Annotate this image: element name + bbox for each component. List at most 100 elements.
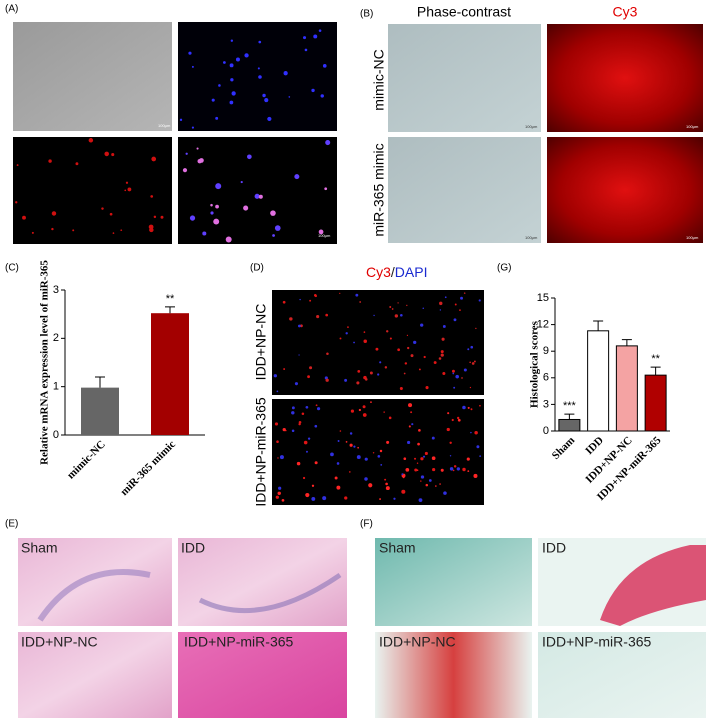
cell — [307, 375, 310, 379]
x-tick-label: IDD — [583, 434, 606, 457]
cell — [244, 53, 249, 58]
bar — [615, 345, 638, 432]
cell — [316, 315, 320, 319]
cell — [213, 218, 220, 225]
image — [18, 632, 172, 718]
cell — [435, 485, 437, 487]
cell — [364, 378, 368, 381]
error-bar — [165, 306, 175, 314]
cell — [473, 360, 476, 363]
cell — [379, 498, 381, 500]
cell — [357, 446, 359, 449]
cell — [125, 181, 129, 184]
image-label: IDD — [542, 540, 566, 556]
cell — [306, 450, 308, 453]
cell — [296, 461, 301, 466]
cell — [345, 440, 348, 443]
image — [547, 137, 703, 243]
cell — [462, 467, 466, 472]
cell — [428, 479, 432, 482]
cell — [298, 354, 300, 356]
cell — [325, 313, 329, 317]
error-bar — [650, 366, 661, 376]
cell — [264, 98, 269, 103]
cell — [462, 405, 466, 410]
cell — [405, 467, 410, 472]
cell — [359, 301, 362, 303]
cell — [394, 314, 399, 318]
title-part: Cy3/DAPI — [366, 264, 427, 280]
panel-label: (E) — [5, 519, 18, 530]
cell — [196, 147, 199, 150]
cell — [274, 422, 279, 426]
cell — [267, 116, 272, 122]
cell — [461, 377, 463, 379]
cell — [407, 346, 410, 350]
cell — [345, 332, 348, 335]
panel-label: (F) — [360, 519, 373, 530]
cell — [356, 381, 360, 385]
image-label: IDD+NP-NC — [21, 634, 98, 650]
cell — [336, 462, 340, 465]
cell — [325, 378, 329, 382]
cell — [347, 326, 349, 328]
cell — [440, 353, 444, 357]
cell — [449, 467, 454, 471]
cell — [322, 64, 327, 68]
cell — [291, 406, 295, 410]
cell — [277, 491, 281, 495]
cell — [476, 445, 480, 449]
x-tick-label: Sham — [550, 434, 578, 462]
cell — [101, 207, 104, 210]
cell — [414, 457, 417, 460]
cell — [446, 427, 450, 432]
cell — [353, 445, 356, 448]
cell — [291, 411, 295, 415]
cell — [375, 347, 379, 351]
x-tick-label: miR-365 mimic — [118, 438, 178, 498]
cell — [385, 482, 388, 486]
significance: ** — [166, 293, 175, 305]
cell — [189, 215, 196, 221]
cell — [148, 224, 154, 230]
cell — [441, 337, 445, 341]
cell — [339, 430, 342, 432]
cell — [473, 473, 478, 478]
cell — [314, 461, 318, 465]
significance: *** — [563, 400, 577, 412]
scale-bar-label: 100μm — [525, 124, 538, 129]
cell — [467, 348, 470, 351]
cell — [16, 164, 19, 166]
cell — [258, 40, 262, 44]
cell — [422, 307, 425, 310]
cell — [279, 455, 284, 460]
cell — [294, 382, 299, 386]
cell — [418, 429, 421, 432]
cell — [460, 296, 463, 300]
cell — [452, 469, 455, 472]
cell — [440, 350, 444, 354]
cell — [452, 372, 455, 375]
cell — [377, 373, 380, 376]
cell — [344, 496, 348, 500]
image — [388, 137, 541, 243]
cell — [451, 369, 455, 373]
cell — [422, 455, 426, 458]
cell — [344, 378, 348, 382]
cell — [231, 91, 236, 96]
cell — [383, 411, 385, 413]
cell — [438, 357, 442, 360]
scale-bar-label: 100μm — [686, 124, 699, 129]
cell — [385, 486, 390, 491]
cell — [478, 299, 481, 302]
row-label: mimic-NC — [371, 49, 387, 110]
cell — [384, 366, 388, 369]
cell — [401, 473, 404, 476]
cell — [393, 497, 396, 500]
scale-bar-label: 100μm — [318, 233, 331, 238]
image-label: IDD+NP-NC — [379, 634, 456, 650]
panel-label: (A) — [5, 4, 18, 15]
cell — [456, 416, 460, 420]
cell — [313, 294, 317, 297]
